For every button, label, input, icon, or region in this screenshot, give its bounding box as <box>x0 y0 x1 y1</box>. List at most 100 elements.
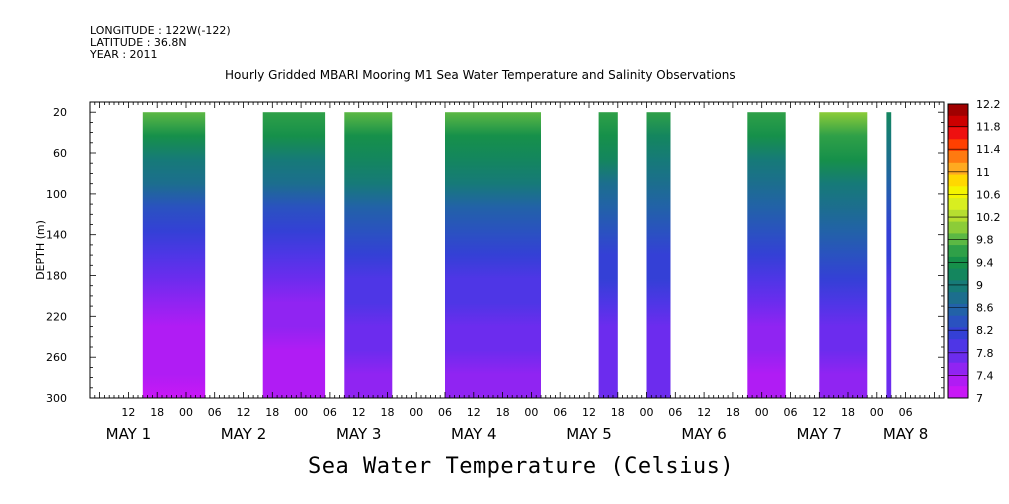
colorbar-swatch <box>948 315 968 328</box>
colorbar-swatch <box>948 268 968 281</box>
colorbar-swatch <box>948 374 968 387</box>
longitude-label: LONGITUDE : 122W(-122) <box>90 24 231 37</box>
data-segment <box>262 112 326 398</box>
axis-layer: 12 18 00 06 12 18 00 06 12 18 00 06 12 18 00 06 12 18 00 06… <box>34 101 945 443</box>
x-tick-label: 00 <box>870 406 884 419</box>
colorbar-label: 9.8 <box>976 234 994 247</box>
x-tick-label: 12 <box>237 406 251 419</box>
x-tick-label: 00 <box>640 406 654 419</box>
colorbar-label: 8.6 <box>976 302 994 315</box>
colorbar-label: 10.2 <box>976 211 1001 224</box>
x-tick-label: 18 <box>150 406 164 419</box>
day-label: MAY 5 <box>566 425 612 443</box>
colorbar-swatch <box>948 174 968 187</box>
colorbar-swatch <box>948 327 968 340</box>
x-tick-label: 18 <box>726 406 740 419</box>
x-tick-label: 00 <box>524 406 538 419</box>
data-segment <box>142 112 206 398</box>
x-tick-label: 06 <box>323 406 337 419</box>
colorbar-swatch <box>948 139 968 152</box>
colorbar-swatch <box>948 198 968 211</box>
bottom-title: Sea Water Temperature (Celsius) <box>308 454 735 479</box>
colorbar-label: 9 <box>976 279 983 292</box>
colorbar-label: 9.4 <box>976 256 994 269</box>
data-segment <box>747 112 786 398</box>
x-tick-label: 18 <box>265 406 279 419</box>
x-tick-label: 06 <box>438 406 452 419</box>
y-tick-label: 60 <box>53 147 67 160</box>
x-tick-label: 12 <box>697 406 711 419</box>
y-tick-label: 300 <box>46 392 67 405</box>
x-tick-label: 00 <box>755 406 769 419</box>
colorbar-label: 12.2 <box>976 98 1001 111</box>
day-label: MAY 1 <box>106 425 152 443</box>
x-tick-label: 06 <box>553 406 567 419</box>
y-axis-label: DEPTH (m) <box>34 220 47 280</box>
colorbar-swatch <box>948 162 968 176</box>
x-tick-label: 06 <box>668 406 682 419</box>
colorbar-swatch <box>948 339 968 352</box>
colorbar-swatch <box>948 280 968 293</box>
day-label: MAY 2 <box>221 425 267 443</box>
x-tick-label: 12 <box>121 406 135 419</box>
colorbar-label: 11.8 <box>976 121 1001 134</box>
y-tick-label: 260 <box>46 351 67 364</box>
x-tick-label: 00 <box>409 406 423 419</box>
colorbar-swatch <box>948 303 968 317</box>
year-label: YEAR : 2011 <box>90 48 158 61</box>
colorbar-label: 7 <box>976 392 983 405</box>
data-segment <box>344 112 393 398</box>
x-tick-label: 06 <box>208 406 222 419</box>
colorbar-swatch <box>948 151 968 164</box>
colorbar-swatch <box>948 245 968 258</box>
y-tick-label: 100 <box>46 188 67 201</box>
y-tick-label: 220 <box>46 310 67 323</box>
x-tick-label: 18 <box>611 406 625 419</box>
colorbar: 12.2 11.8 11.4 11 10.6 10.2 9.8 9.4 9 8.6 8.2 7.8 7.… <box>947 98 1001 405</box>
x-tick-label: 12 <box>467 406 481 419</box>
colorbar-swatch <box>948 186 968 199</box>
colorbar-swatch <box>948 362 968 375</box>
colorbar-swatch <box>948 292 968 305</box>
colorbar-label: 10.6 <box>976 189 1001 202</box>
x-tick-label: 12 <box>352 406 366 419</box>
x-tick-label: 06 <box>784 406 798 419</box>
x-tick-label: 06 <box>899 406 913 419</box>
data-segment <box>598 112 618 398</box>
day-label: MAY 7 <box>797 425 843 443</box>
colorbar-swatch <box>948 351 968 364</box>
colorbar-swatch <box>948 104 968 117</box>
colorbar-swatch <box>948 127 968 140</box>
y-tick-label: 20 <box>53 106 67 119</box>
data-segment <box>886 112 892 398</box>
colorbar-label: 7.4 <box>976 369 994 382</box>
day-label: MAY 6 <box>681 425 727 443</box>
x-tick-label: 18 <box>841 406 855 419</box>
colorbar-swatch <box>948 209 968 223</box>
colorbar-swatch <box>948 256 968 270</box>
data-segment <box>445 112 541 398</box>
heatmap-layer <box>142 112 892 398</box>
x-tick-label: 18 <box>496 406 510 419</box>
latitude-label: LATITUDE : 36.8N <box>90 36 187 49</box>
colorbar-label: 8.2 <box>976 324 994 337</box>
y-tick-label: 180 <box>46 270 67 283</box>
colorbar-swatch <box>948 115 968 129</box>
day-label: MAY 8 <box>883 425 929 443</box>
x-tick-label: 12 <box>812 406 826 419</box>
day-label: MAY 3 <box>336 425 382 443</box>
x-tick-label: 00 <box>179 406 193 419</box>
day-label: MAY 4 <box>451 425 497 443</box>
x-tick-label: 12 <box>582 406 596 419</box>
colorbar-swatch <box>948 386 968 399</box>
colorbar-label: 11 <box>976 166 990 179</box>
colorbar-label: 7.8 <box>976 347 994 360</box>
x-tick-label: 18 <box>381 406 395 419</box>
colorbar-swatch <box>948 221 968 234</box>
x-tick-label: 00 <box>294 406 308 419</box>
y-tick-label: 140 <box>46 229 67 242</box>
data-segment <box>819 112 868 398</box>
data-segment <box>646 112 671 398</box>
colorbar-label: 11.4 <box>976 143 1001 156</box>
